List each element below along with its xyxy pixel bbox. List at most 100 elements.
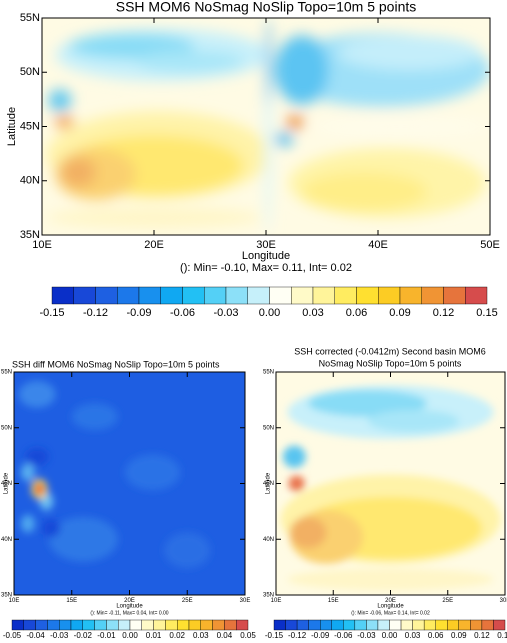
colorbar-box — [129, 619, 143, 631]
colorbar-box — [200, 619, 213, 631]
colorbar-box — [165, 619, 178, 631]
y-axis-label: Latitude — [6, 107, 18, 146]
colorbar-box — [399, 286, 422, 305]
x-tick-label: 30E — [240, 598, 251, 604]
colorbar-box — [412, 619, 425, 631]
colorbar-box — [273, 619, 286, 631]
colorbar-box — [470, 619, 483, 631]
field-shape — [286, 115, 305, 129]
field — [14, 372, 245, 595]
colorbar-label: -0.03 — [357, 631, 376, 640]
x-axis-label: Longitude — [242, 250, 290, 262]
colorbar-label: -0.02 — [74, 631, 93, 640]
colorbar-box — [481, 619, 494, 631]
x-axis-label: Longitude — [377, 604, 404, 610]
y-tick-label: 50N — [263, 425, 274, 431]
panel: SSH MOM6 NoSmag NoSlip Topo=10m 5 points… — [6, 0, 500, 319]
colorbar-label: 0.15 — [476, 307, 497, 319]
colorbar-box — [70, 619, 84, 631]
colorbar-label: -0.12 — [288, 631, 307, 640]
chart-title: NoSmag NoSlip Topo=10m 5 points — [319, 358, 462, 368]
field-background — [14, 372, 245, 595]
colorbar-label: 0.00 — [382, 631, 398, 640]
panel: SSH diff MOM6 NoSmag NoSlip Topo=10m 5 p… — [1, 359, 256, 640]
colorbar-label: 0.06 — [428, 631, 444, 640]
x-tick-label: 30E — [256, 239, 276, 251]
colorbar-label: -0.01 — [97, 631, 116, 640]
colorbar-box — [458, 619, 471, 631]
colorbar-label: 0.12 — [433, 307, 454, 319]
colorbar-box — [23, 619, 36, 631]
colorbar-label: 0.05 — [240, 631, 256, 640]
colorbar-label: 0.00 — [259, 307, 280, 319]
field-shape — [71, 403, 118, 430]
field — [276, 372, 505, 595]
x-tick-label: 25E — [182, 598, 193, 604]
field-shape — [20, 463, 35, 482]
field-shape — [48, 516, 118, 562]
colorbar-box — [47, 619, 60, 631]
field-shape — [48, 89, 72, 112]
colorbar-box — [291, 286, 314, 305]
x-tick-label: 40E — [368, 239, 388, 251]
field-shape — [164, 532, 211, 569]
colorbar-label: -0.12 — [83, 307, 108, 319]
colorbar-label: -0.06 — [170, 307, 195, 319]
colorbar-box — [106, 619, 119, 631]
colorbar-box — [153, 619, 166, 631]
colorbar-box — [389, 619, 402, 631]
field-shape — [274, 35, 329, 105]
colorbar-box — [225, 286, 248, 305]
colorbar-label: -0.03 — [213, 307, 238, 319]
colorbar-label: 0.03 — [405, 631, 421, 640]
field-shape — [308, 389, 428, 417]
x-axis-label: Longitude — [116, 604, 143, 610]
colorbar-box — [117, 619, 131, 631]
colorbar-box — [308, 619, 321, 631]
field-shape — [282, 445, 306, 468]
colorbar-label: 0.01 — [146, 631, 162, 640]
colorbar-label: 0.00 — [122, 631, 138, 640]
colorbar-box — [51, 286, 74, 305]
colorbar-box — [312, 286, 335, 305]
field-shapes — [46, 18, 490, 235]
y-tick-label: 40N — [1, 537, 12, 543]
field-shape — [301, 172, 428, 212]
chart-title: SSH diff MOM6 NoSmag NoSlip Topo=10m 5 p… — [12, 359, 220, 369]
colorbar-box — [343, 619, 356, 631]
field-shape — [288, 475, 305, 492]
field-shape — [124, 454, 181, 491]
field-shape — [136, 50, 244, 73]
x-tick-label: 30E — [500, 598, 507, 604]
y-tick-label: 55N — [263, 370, 274, 376]
y-tick-label: 50N — [1, 425, 12, 431]
field-shape — [266, 18, 271, 105]
colorbar-box — [354, 619, 367, 631]
colorbar-label: 0.09 — [451, 631, 467, 640]
field-shape — [46, 206, 262, 229]
y-tick-label: 40N — [20, 175, 40, 187]
chart-title: SSH MOM6 NoSmag NoSlip Topo=10m 5 points — [116, 0, 417, 15]
colorbar-box — [320, 619, 332, 631]
colorbar-label: -0.15 — [265, 631, 284, 640]
colorbar-box — [493, 619, 506, 631]
colorbar-box — [378, 286, 401, 305]
field-shape — [287, 568, 494, 591]
stats-note: (): Min= -0.10, Max= 0.11, Int= 0.02 — [180, 262, 352, 274]
colorbar-box — [176, 619, 190, 631]
y-tick-label: 55N — [1, 370, 12, 376]
colorbar-box — [73, 286, 96, 305]
stats-note: (): Min= -0.11, Max= 0.04, Int= 0.00 — [90, 610, 168, 616]
field-shapes — [280, 385, 501, 591]
field-shapes — [18, 380, 211, 569]
colorbar-box — [59, 619, 72, 631]
colorbar-box — [331, 619, 344, 631]
x-tick-label: 15E — [328, 598, 339, 604]
colorbar-label: -0.06 — [334, 631, 353, 640]
colorbar-label: 0.06 — [346, 307, 367, 319]
field-shape — [337, 35, 482, 71]
colorbar-box — [11, 619, 25, 631]
colorbar-box — [138, 286, 161, 305]
field-shape — [41, 519, 61, 538]
